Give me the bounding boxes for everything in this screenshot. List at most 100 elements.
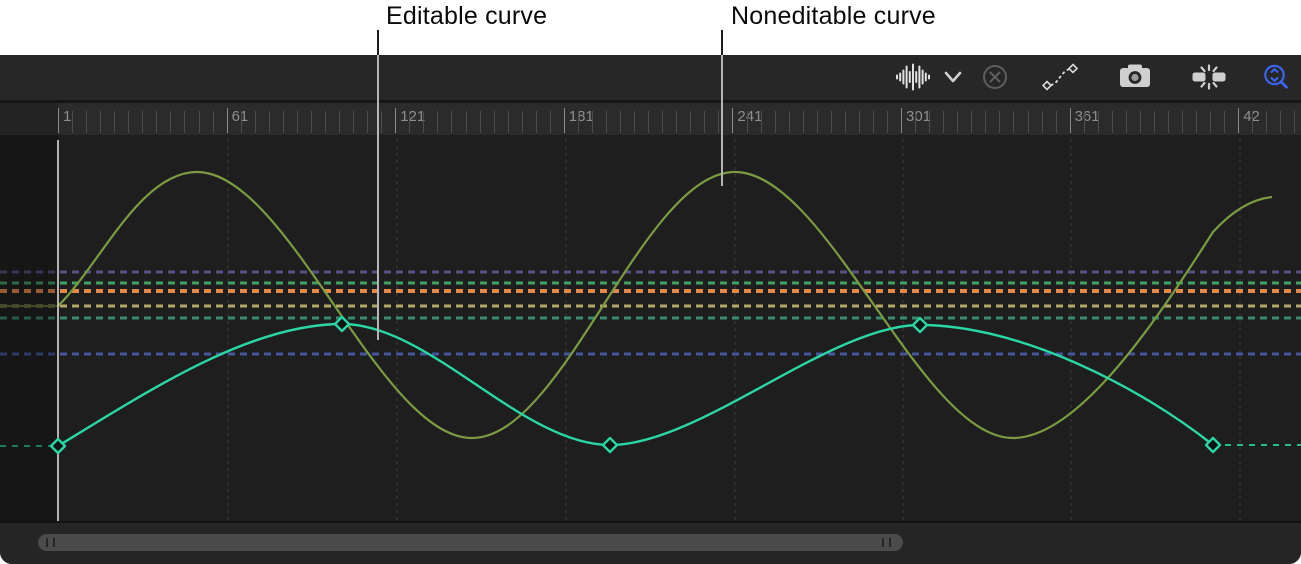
ruler-frame-label: 361 [1074, 108, 1100, 125]
audio-waveform-icon[interactable] [892, 57, 932, 97]
ruler-minor-tick [1013, 111, 1015, 133]
ruler-minor-tick [423, 111, 425, 133]
ruler-frame-label: 61 [232, 108, 249, 125]
ruler-minor-tick [858, 111, 860, 133]
ruler-major-tick [1069, 108, 1071, 133]
clear-keyframes-icon[interactable] [975, 57, 1015, 97]
frame-ruler[interactable]: 1 61 121 181 241 301 361 42 [0, 100, 1301, 135]
ruler-minor-tick [943, 111, 945, 133]
ruler-minor-tick [1111, 111, 1113, 133]
ruler-minor-tick [507, 111, 509, 133]
ruler-minor-tick [887, 111, 888, 133]
ruler-minor-tick [409, 111, 411, 133]
ruler-frame-label: 1 [63, 108, 72, 125]
ruler-minor-tick [114, 111, 116, 133]
ruler-minor-tick [339, 111, 340, 133]
ruler-minor-tick [957, 111, 959, 133]
ruler-minor-tick [830, 111, 832, 133]
ruler-minor-tick [170, 111, 172, 133]
ruler-minor-tick [128, 111, 130, 133]
noneditable-curve [57, 170, 1273, 440]
scrollbar-right-grip[interactable] [889, 538, 891, 547]
keyframe-diamond[interactable] [333, 315, 351, 333]
ruler-minor-tick [381, 111, 383, 133]
ruler-minor-tick [451, 111, 453, 133]
ruler-minor-tick [437, 111, 439, 133]
ruler-major-tick [58, 108, 59, 133]
editable-curve[interactable] [57, 322, 1214, 448]
ruler-minor-tick [1153, 111, 1155, 133]
ruler-minor-tick [465, 111, 467, 133]
ruler-minor-tick [872, 111, 874, 133]
ruler-minor-tick [521, 111, 523, 133]
ruler-minor-tick [844, 111, 846, 133]
ruler-minor-tick [746, 111, 748, 133]
ruler-minor-tick [493, 111, 495, 133]
keyframe-diamond[interactable] [601, 436, 619, 454]
horizontal-scrollbar-track[interactable] [0, 521, 1301, 564]
animation-curve-icon[interactable] [1038, 57, 1082, 97]
chevron-down-icon[interactable] [933, 57, 973, 97]
ruler-minor-tick [142, 111, 144, 133]
ruler-minor-tick [1097, 111, 1099, 133]
ruler-minor-tick [929, 111, 931, 133]
ruler-minor-tick [760, 111, 762, 133]
ruler-minor-tick [198, 111, 200, 133]
ruler-minor-tick [915, 111, 917, 133]
ruler-minor-tick [296, 111, 298, 133]
ruler-minor-tick [268, 111, 270, 133]
callout-leader-line-noneditable [721, 30, 723, 55]
keyframe-diamond[interactable] [49, 437, 67, 455]
snapshot-camera-icon[interactable] [1115, 57, 1155, 97]
ruler-minor-tick [1294, 111, 1296, 133]
horizontal-scrollbar-thumb[interactable] [38, 534, 903, 551]
ruler-major-tick [732, 108, 734, 133]
callout-label-noneditable-curve: Noneditable curve [731, 2, 936, 30]
ruler-minor-tick [1083, 111, 1085, 133]
callout-leader-line-editable [377, 55, 379, 340]
keyframe-editor-panel: 1 61 121 181 241 301 361 42 [0, 55, 1301, 564]
ruler-frame-label: 181 [568, 108, 594, 125]
ruler-pre-start-region [0, 103, 58, 135]
ruler-minor-tick [367, 111, 369, 133]
ruler-minor-tick [1266, 111, 1268, 133]
ruler-minor-tick [676, 111, 678, 133]
ruler-minor-tick [156, 111, 158, 133]
ruler-minor-tick [1182, 111, 1183, 133]
ruler-major-tick [1238, 108, 1240, 133]
ruler-minor-tick [985, 111, 987, 133]
callout-label-editable-curve: Editable curve [386, 2, 548, 30]
ruler-minor-tick [634, 111, 636, 133]
ruler-minor-tick [310, 111, 312, 133]
ruler-major-tick [901, 108, 902, 133]
scrollbar-right-grip[interactable] [882, 538, 884, 547]
ruler-minor-tick [774, 111, 776, 133]
ruler-minor-tick [606, 111, 607, 133]
ruler-minor-tick [704, 111, 706, 133]
ruler-minor-tick [86, 111, 88, 133]
ruler-major-tick [226, 108, 228, 133]
ruler-minor-tick [718, 111, 720, 133]
ruler-minor-tick [591, 111, 593, 133]
keyframe-editor-toolbar [0, 55, 1301, 100]
ruler-minor-tick [479, 111, 481, 133]
zoom-tool-icon[interactable] [1256, 57, 1296, 97]
ruler-minor-tick [1210, 111, 1212, 133]
ruler-frame-label: 42 [1243, 108, 1260, 125]
ruler-minor-tick [999, 111, 1001, 133]
ruler-minor-tick [353, 111, 355, 133]
ruler-minor-tick [1280, 111, 1282, 133]
ruler-minor-tick [324, 111, 326, 133]
curve-graph-area[interactable] [0, 135, 1301, 521]
show-clips-icon[interactable] [1187, 57, 1231, 97]
ruler-minor-tick [212, 111, 214, 133]
ruler-minor-tick [72, 111, 73, 133]
keyframe-diamond[interactable] [911, 316, 929, 334]
scrollbar-left-grip[interactable] [53, 538, 55, 547]
scrollbar-left-grip[interactable] [46, 538, 48, 547]
ruler-minor-tick [240, 111, 242, 133]
ruler-minor-tick [971, 111, 973, 133]
ruler-minor-tick [184, 111, 186, 133]
ruler-minor-tick [282, 111, 284, 133]
keyframe-diamond[interactable] [1204, 436, 1222, 454]
